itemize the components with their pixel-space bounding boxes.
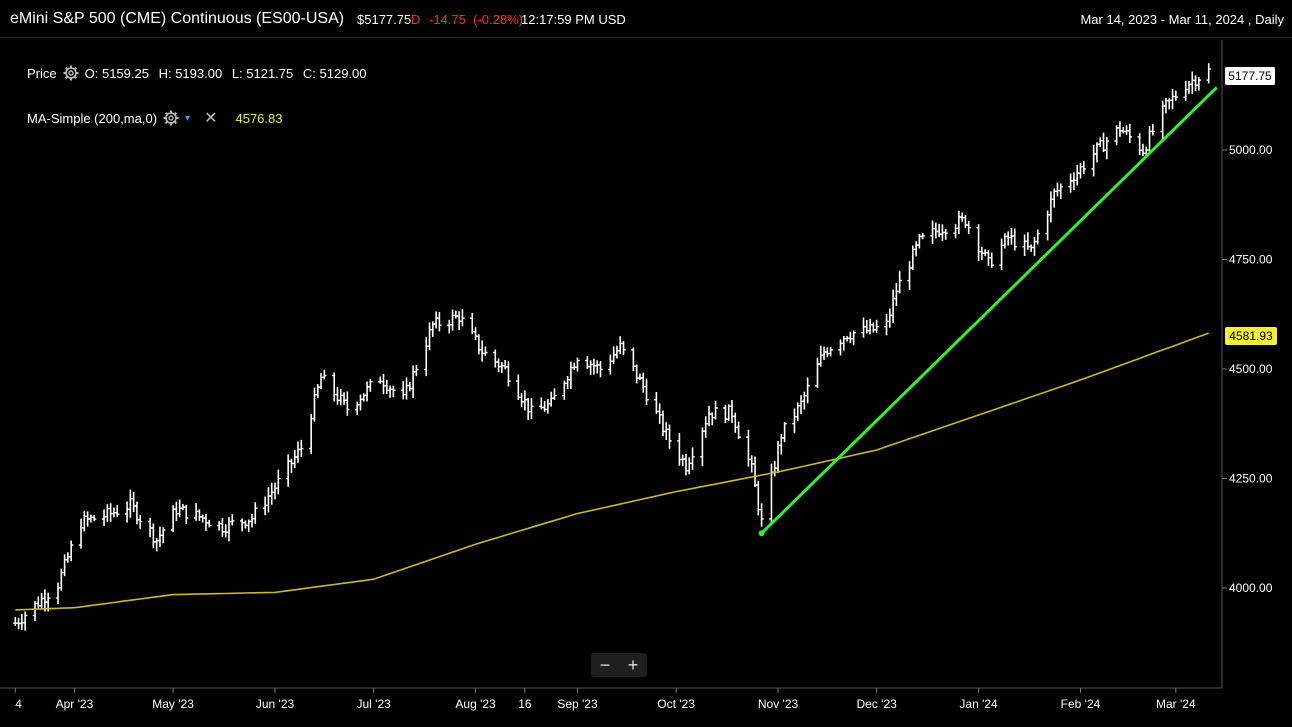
x-tick-label: Sep '23 xyxy=(557,697,598,711)
x-axis-ticks: 4 Apr '23 May '23 Jun '23 Jul '23 Aug '23 16 Se… xyxy=(14,688,1196,711)
x-tick-label: Nov '23 xyxy=(758,697,799,711)
x-tick-label: Jul '23 xyxy=(356,697,391,711)
trend-start-dot xyxy=(758,530,765,537)
ma-line xyxy=(15,332,1209,611)
ohlc-high: H: 5193.00 xyxy=(158,65,223,81)
ohlc-low: L: 5121.75 xyxy=(231,65,294,81)
trend-line xyxy=(760,86,1218,535)
ohlc-close: C: 5129.00 xyxy=(302,65,367,81)
price-change: -14.75 (-0.28%) xyxy=(429,12,523,27)
chevron-down-icon[interactable]: ▾ xyxy=(185,112,191,124)
gear-icon[interactable] xyxy=(63,65,79,81)
x-tick-label: May '23 xyxy=(152,697,194,711)
zoom-controls: − + xyxy=(591,653,647,677)
x-tick-label: 16 xyxy=(518,697,532,711)
last-price: $5177.75 xyxy=(357,12,412,27)
ohlc-open: O: 5159.25 xyxy=(84,65,149,81)
ohlc-bars xyxy=(13,63,1211,631)
x-tick-label: 4 xyxy=(15,697,22,711)
price-tag-label: 5177.75 xyxy=(1228,69,1272,83)
zoom-out-button[interactable]: − xyxy=(599,654,611,675)
quote-time: 12:17:59 PM USD xyxy=(521,12,626,27)
x-tick-label: Feb '24 xyxy=(1061,697,1101,711)
x-tick-label: Mar '24 xyxy=(1156,697,1196,711)
y-tick-label: 4000.00 xyxy=(1229,581,1273,595)
zoom-in-button[interactable]: + xyxy=(627,654,639,675)
x-tick-label: Aug '23 xyxy=(455,697,496,711)
ma-legend: MA-Simple (200,ma,0) ▾ ✕ 4576.83 xyxy=(27,108,282,128)
ohlc-values: O: 5159.25 H: 5193.00 L: 5121.75 C: 5129… xyxy=(85,66,373,81)
x-tick-label: Jan '24 xyxy=(959,697,998,711)
y-tick-label: 4750.00 xyxy=(1229,253,1273,267)
x-tick-label: Apr '23 xyxy=(56,697,94,711)
chart-header: eMini S&P 500 (CME) Continuous (ES00-USA… xyxy=(0,0,1292,38)
y-tick-label: 4250.00 xyxy=(1229,472,1273,486)
x-tick-label: Oct '23 xyxy=(657,697,695,711)
x-tick-label: Dec '23 xyxy=(857,697,898,711)
price-label: Price xyxy=(27,65,57,81)
gear-icon[interactable] xyxy=(163,110,179,126)
price-legend: Price O: 5159.25 H: 5193.00 L: 5121.75 C… xyxy=(27,65,373,81)
instrument-title: eMini S&P 500 (CME) Continuous (ES00-USA… xyxy=(10,10,345,27)
x-tick-label: Jun '23 xyxy=(256,697,295,711)
y-tick-label: 4500.00 xyxy=(1229,362,1273,376)
ma-tag-label: 4581.93 xyxy=(1229,329,1273,343)
ma-value: 4576.83 xyxy=(235,110,283,126)
ma-tag: 4581.93 xyxy=(1225,327,1277,345)
date-range[interactable]: Mar 14, 2023 - Mar 11, 2024 , Daily xyxy=(1080,12,1284,27)
price-flag: D xyxy=(411,12,421,27)
price-tag: 5177.75 xyxy=(1225,67,1275,85)
y-tick-label: 5000.00 xyxy=(1229,143,1273,157)
close-icon[interactable]: ✕ xyxy=(204,110,218,127)
y-axis-ticks: 4000.00 4250.00 4500.00 4750.00 5000.00 xyxy=(1222,143,1273,595)
ma-label: MA-Simple (200,ma,0) xyxy=(27,110,158,126)
